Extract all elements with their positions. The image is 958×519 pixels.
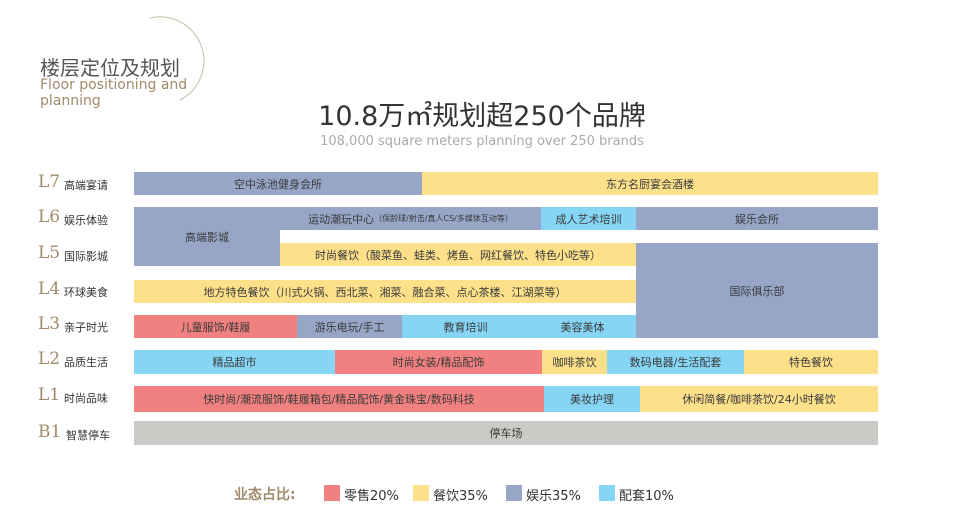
block-l1-casual: 休闲简餐/咖啡茶饮/24小时餐饮 (640, 386, 878, 412)
block-l6-cinema: 高端影城 (134, 207, 280, 266)
block-l2-coffee: 咖啡茶饮 (542, 350, 607, 374)
section-title-en-line1: Floor positioning and (40, 77, 188, 93)
floor-name-l2: 品质生活 (64, 356, 108, 369)
block-b1-parking: 停车场 (134, 421, 878, 445)
block-l3-beauty: 美容美体 (529, 315, 636, 338)
legend-label-retail: 零售20% (344, 489, 399, 504)
legend-swatch-retail (324, 485, 340, 501)
floor-code-l6: L6 (38, 207, 61, 227)
floor-name-b1: 智慧停车 (66, 429, 110, 442)
floor-name-l4: 环球美食 (64, 286, 108, 299)
floor-name-l6: 娱乐体验 (64, 214, 108, 227)
block-l6-sports-label: 运动潮玩中心 (308, 212, 375, 226)
floor-code-l4: L4 (38, 279, 61, 299)
floor-name-l5: 国际影城 (64, 250, 108, 263)
block-l7-pool: 空中泳池健身会所 (134, 172, 422, 195)
block-l1-fashion: 快时尚/潮流服饰/鞋履箱包/精品配饰/黄金珠宝/数码科技 (134, 386, 544, 412)
block-l6-sports-note: （保龄球/射击/真人CS/多媒体互动等） (374, 214, 513, 223)
floor-code-l3: L3 (38, 314, 61, 334)
block-l3-kids: 儿童服饰/鞋履 (134, 315, 297, 338)
block-l3-games: 游乐电玩/手工 (297, 315, 402, 338)
floor-name-l1: 时尚品味 (64, 392, 108, 405)
block-l4-dining: 地方特色餐饮（川式火锅、西北菜、湘菜、融合菜、点心茶楼、江湖菜等） (134, 280, 636, 303)
block-l5-dining: 时尚餐饮（酸菜鱼、蛙类、烤鱼、网红餐饮、特色小吃等） (280, 243, 636, 266)
floor-code-l2: L2 (38, 349, 61, 369)
section-title-en-line2: planning (40, 93, 101, 109)
block-l2-super: 精品超市 (134, 350, 335, 374)
block-l3-edu: 教育培训 (402, 315, 529, 338)
block-l7-banquet: 东方名厨宴会酒楼 (422, 172, 878, 195)
block-intl-club: 国际俱乐部 (636, 243, 878, 338)
floor-name-l7: 高端宴请 (64, 179, 108, 192)
legend-label-support: 配套10% (619, 489, 674, 504)
legend-swatch-support (599, 485, 615, 501)
block-l1-makeup: 美妆护理 (544, 386, 640, 412)
decorative-arc (149, 16, 205, 101)
floor-code-l1: L1 (38, 385, 61, 405)
legend-swatch-entertainment (506, 485, 522, 501)
headline-main: 10.8万㎡规划超250个品牌 (318, 101, 646, 132)
block-l6-sports: 运动潮玩中心 （保龄球/射击/真人CS/多媒体互动等） (280, 207, 541, 230)
block-l2-digital: 数码电器/生活配套 (607, 350, 744, 374)
floor-code-l7: L7 (38, 172, 61, 192)
legend-swatch-dining (413, 485, 429, 501)
legend-label-dining: 餐饮35% (433, 489, 488, 504)
block-l6-club: 娱乐会所 (636, 207, 878, 230)
block-l6-art: 成人艺术培训 (541, 207, 636, 230)
headline-sub: 108,000 square meters planning over 250 … (320, 134, 644, 149)
floor-code-b1: B1 (38, 422, 62, 442)
legend-label-entertainment: 娱乐35% (526, 489, 581, 504)
floor-code-l5: L5 (38, 243, 61, 263)
block-l2-special: 特色餐饮 (744, 350, 878, 374)
block-l2-women: 时尚女装/精品配饰 (335, 350, 542, 374)
section-title-cn: 楼层定位及规划 (40, 56, 180, 80)
legend-title: 业态占比: (234, 487, 296, 503)
floor-name-l3: 亲子时光 (64, 321, 108, 334)
